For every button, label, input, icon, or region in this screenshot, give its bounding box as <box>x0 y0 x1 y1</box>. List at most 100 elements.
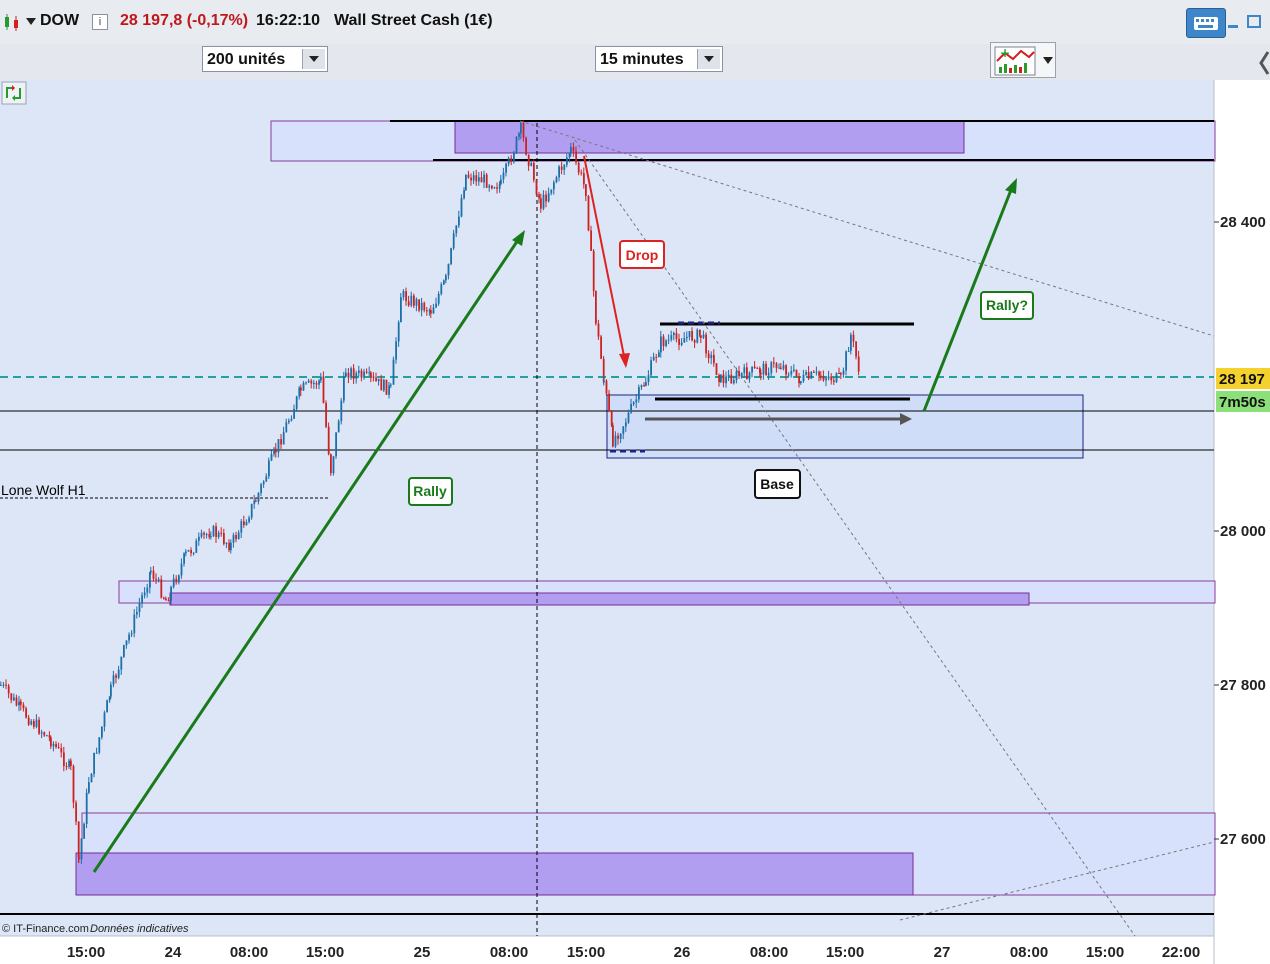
candle-body <box>332 456 335 474</box>
candle-body <box>645 382 647 386</box>
candle-body <box>172 578 175 587</box>
symbol-label[interactable]: DOW <box>40 12 80 29</box>
candle-body <box>337 421 340 433</box>
price-chart[interactable]: Rally Drop Base Rally? Lone Wolf H1 28 4… <box>0 80 1270 964</box>
annotations: Rally Drop Base Rally? Lone Wolf H1 <box>1 240 1034 506</box>
chevron-down-icon[interactable] <box>26 18 36 26</box>
candle-body <box>77 821 80 857</box>
candle-body <box>68 760 70 767</box>
candle-body <box>838 372 840 374</box>
candle-body <box>413 295 415 306</box>
copyright-label: © IT-Finance.com <box>2 923 89 935</box>
candle-body <box>622 426 625 434</box>
candle-body <box>505 163 507 173</box>
candle-body <box>152 570 155 579</box>
candle-body <box>288 420 290 423</box>
candle-body <box>432 307 435 314</box>
chart-settings-button[interactable] <box>1 81 27 105</box>
candle-body <box>608 393 610 412</box>
candle-body <box>785 365 787 375</box>
candle-body <box>670 335 673 340</box>
candle-body <box>443 280 445 285</box>
candle-body <box>115 675 117 678</box>
candle-body <box>458 216 460 226</box>
candle-body <box>253 500 256 504</box>
candle-body <box>845 351 847 371</box>
chevron-down-icon[interactable] <box>302 49 325 69</box>
time-axis-area <box>0 936 1214 964</box>
candle-body <box>101 726 103 738</box>
candle-body <box>478 177 480 182</box>
candle-body <box>426 310 428 312</box>
candle-body <box>400 297 402 323</box>
indicator-button[interactable]: + <box>990 42 1056 78</box>
interval-select[interactable]: 15 minutes <box>595 46 723 72</box>
candle-body <box>93 752 95 774</box>
info-icon[interactable]: i <box>92 14 108 30</box>
candle-body <box>673 332 675 336</box>
candle-body <box>85 792 88 824</box>
candle-body <box>835 372 838 382</box>
candle-body <box>2 684 5 686</box>
candle-body <box>430 310 432 314</box>
current-price-box <box>1216 368 1270 389</box>
candle-body <box>190 550 192 554</box>
candle-body <box>678 338 680 345</box>
candle-body <box>627 412 630 423</box>
candle-body <box>798 376 800 384</box>
candle-body <box>130 633 133 635</box>
candle-body <box>52 743 55 747</box>
candle-body <box>170 586 172 601</box>
candle-body <box>313 382 315 384</box>
minimize-icon[interactable] <box>1226 12 1240 32</box>
candle-body <box>293 408 295 419</box>
candle-body <box>710 354 713 359</box>
candle-body <box>667 339 670 341</box>
candle-body <box>363 371 365 378</box>
candle-body <box>388 385 390 395</box>
maximize-icon[interactable] <box>1246 12 1262 32</box>
candle-body <box>625 422 627 427</box>
candle-body <box>683 338 686 343</box>
candle-body <box>440 284 443 294</box>
candle-body <box>235 535 237 540</box>
candle-body <box>560 166 563 170</box>
arrows <box>92 155 1017 873</box>
candle-body <box>491 185 493 189</box>
chevron-down-icon[interactable] <box>697 49 720 69</box>
candle-body <box>795 369 798 377</box>
candle-body <box>515 136 518 153</box>
collapse-icon[interactable] <box>1258 48 1270 78</box>
candle-body <box>15 697 18 706</box>
time-tick: 26 <box>674 944 691 961</box>
candle-body <box>802 374 805 382</box>
candle-body <box>472 175 475 181</box>
candle-body <box>580 172 583 174</box>
candle-body <box>210 536 212 538</box>
candle-body <box>800 381 802 384</box>
candle-body <box>553 182 555 190</box>
candle-body <box>98 737 101 753</box>
candle-body <box>765 363 767 376</box>
candle-body <box>232 535 235 543</box>
chevron-down-icon[interactable] <box>1043 57 1053 65</box>
candle-body <box>746 367 748 380</box>
price-tick: 27 800 <box>1220 677 1266 694</box>
candle-body <box>78 856 80 860</box>
candle-body <box>530 162 533 166</box>
candlestick-icon[interactable] <box>2 12 22 32</box>
candle-body <box>13 697 15 701</box>
svg-text:+: + <box>1000 46 1010 60</box>
units-select[interactable]: 200 unités <box>202 46 328 72</box>
candle-body <box>415 299 418 306</box>
candle-body <box>410 295 413 306</box>
candle-body <box>597 323 600 337</box>
candle-body <box>680 342 683 345</box>
rally-arrow <box>92 239 520 873</box>
candle-body <box>493 187 496 189</box>
candle-body <box>360 370 363 378</box>
keyboard-button[interactable] <box>1186 8 1226 38</box>
candle-body <box>203 532 205 535</box>
candle-body <box>570 147 572 154</box>
candle-body <box>260 484 262 493</box>
